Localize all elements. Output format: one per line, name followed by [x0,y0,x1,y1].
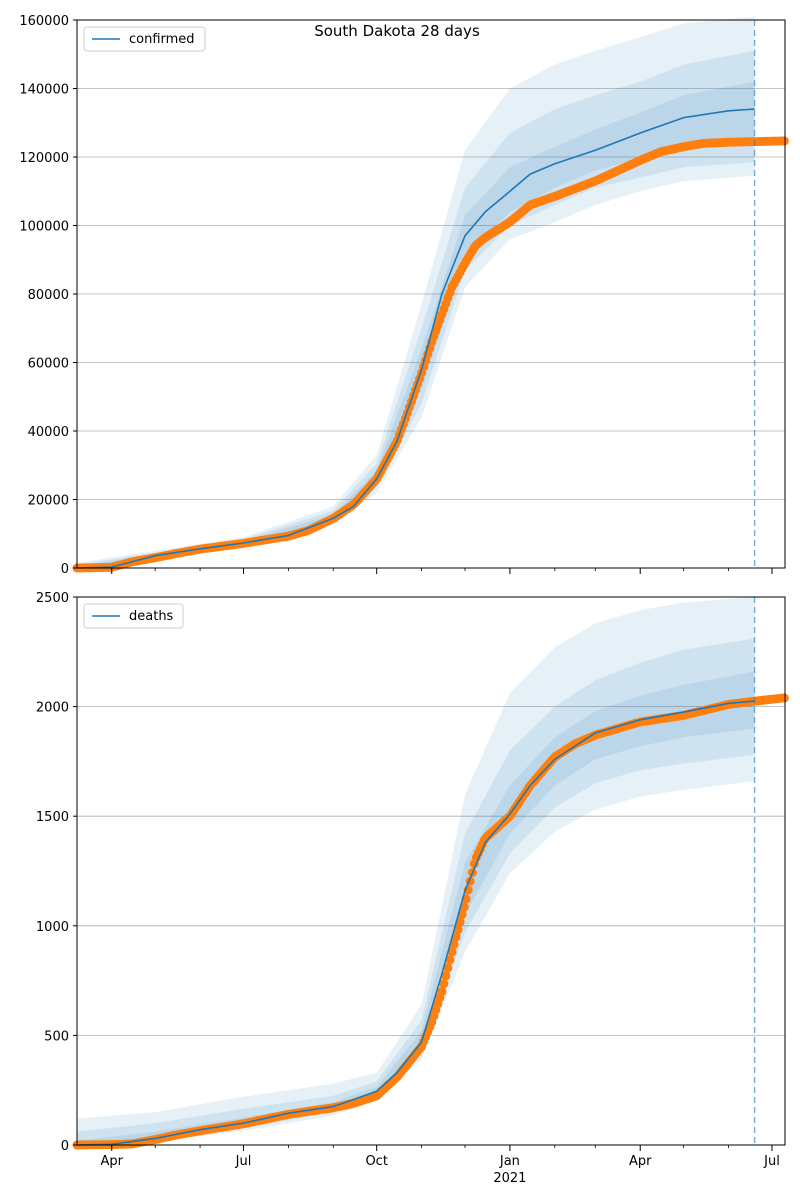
deaths-xtick-sublabel-3: 2021 [493,1171,526,1186]
deaths-band-1 [77,638,755,1145]
confirmed-model-path [76,108,755,569]
deaths-xtick-label-2: Oct [365,1154,387,1169]
deaths-legend-box [83,603,184,629]
deaths-axes-frame [76,596,786,1146]
deaths-point-187 [451,932,461,942]
deaths-band-2 [77,671,755,1145]
deaths-y-axis: 0 500 1000 1500 2000 2500 [36,591,77,1154]
deaths-ytick-label-5: 2500 [36,591,69,606]
confirmed-ytick-label-7: 140000 [19,83,69,98]
deaths-ytick-label-1: 500 [44,1029,69,1044]
confirmed-band-2 [77,81,755,568]
deaths-xtick-label-1: Jul [235,1154,252,1169]
confirmed-point-349 [779,136,789,146]
confirmed-ytick-label-2: 40000 [28,425,69,440]
confirmed-ytick-label-4: 80000 [28,288,69,303]
deaths-point-183 [443,963,453,973]
confirmed-model-line [76,108,755,569]
confirmed-legend-box [83,26,206,52]
confirmed-legend-label: confirmed [129,32,195,47]
deaths-xtick-label-5: Jul [763,1154,780,1169]
confirmed-ytick-label-3: 60000 [28,357,69,372]
confirmed-ytick-label-8: 160000 [19,14,69,29]
confirmed-observed-points [72,136,789,573]
deaths-gridlines [77,706,785,1036]
confirmed-uncertainty-bands [77,16,755,569]
deaths-ytick-label-0: 0 [61,1139,69,1154]
deaths-xtick-label-0: Apr [100,1154,123,1169]
deaths-legend: deaths [83,603,184,629]
deaths-ytick-label-3: 1500 [36,810,69,825]
deaths-ytick-label-4: 2000 [36,701,69,716]
deaths-uncertainty-bands [77,597,755,1145]
deaths-point-182 [441,971,451,981]
deaths-xtick-label-4: Apr [629,1154,652,1169]
deaths-point-191 [459,902,469,912]
confirmed-band-1 [77,50,755,569]
confirmed-ytick-label-5: 100000 [19,220,69,235]
deaths-legend-label: deaths [129,609,174,624]
deaths-point-186 [449,940,459,950]
confirmed-ytick-label-0: 0 [61,562,69,577]
deaths-point-189 [455,917,465,927]
deaths-point-185 [447,947,457,957]
confirmed-legend: confirmed [83,26,206,52]
deaths-point-190 [457,910,467,920]
deaths-band-0 [77,597,755,1145]
deaths-point-181 [439,979,449,989]
deaths-model-path [76,700,755,1146]
confirmed-ytick-label-6: 120000 [19,151,69,166]
confirmed-band-0 [77,16,755,569]
deaths-point-184 [445,955,455,965]
confirmed-ytick-label-1: 20000 [28,494,69,509]
deaths-xtick-label-3: Jan [499,1154,520,1169]
figure-title: South Dakota 28 days [314,22,480,40]
confirmed-x-axis [111,568,773,574]
deaths-point-188 [453,925,463,935]
confirmed-gridlines [77,88,785,500]
deaths-point-349 [779,693,789,703]
confirmed-panel: 0 20000 40000 60000 80000 100000 120000 140000 1… [19,14,789,577]
deaths-point-180 [437,987,447,997]
deaths-x-axis: Apr Jul Oct Jan 2021 Apr Jul [100,1145,780,1186]
deaths-frame-rect [76,596,786,1146]
deaths-ytick-label-2: 1000 [36,920,69,935]
deaths-model-line [76,700,755,1146]
confirmed-y-axis: 0 20000 40000 60000 80000 100000 120000 140000 1… [19,14,77,577]
